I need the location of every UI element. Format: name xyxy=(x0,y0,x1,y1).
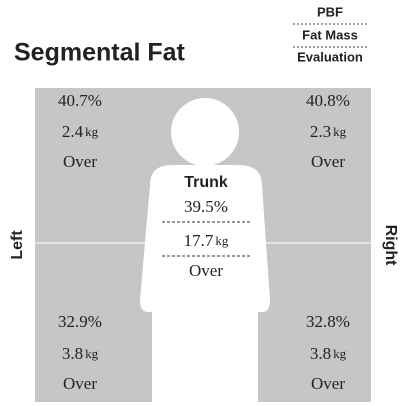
body-silhouette xyxy=(140,98,270,402)
segment-name: Trunk xyxy=(184,174,228,191)
evaluation: Over xyxy=(311,152,345,171)
fat-mass-number: 2.4 xyxy=(62,122,84,141)
evaluation: Over xyxy=(311,374,345,393)
fat-mass-unit: kg xyxy=(215,233,229,248)
side-label: Left xyxy=(9,230,26,260)
title: Segmental Fat xyxy=(14,39,186,67)
fat-mass-value: 3.8 kg xyxy=(62,344,99,363)
evaluation: Over xyxy=(189,261,223,280)
fat-mass-value: 3.8 kg xyxy=(310,344,347,363)
side-label: Right xyxy=(382,225,399,267)
fat-mass-number: 2.3 xyxy=(310,122,331,141)
legend-item: PBF xyxy=(317,4,343,19)
fat-mass-number: 17.7 xyxy=(184,231,214,250)
fat-mass-value: 2.4 kg xyxy=(62,122,99,141)
fat-mass-unit: kg xyxy=(333,124,347,139)
legend-item: Fat Mass xyxy=(302,27,358,42)
pbf-value: 40.8% xyxy=(306,91,350,110)
pbf-value: 32.9% xyxy=(58,312,102,331)
pbf-value: 32.8% xyxy=(306,312,350,331)
legend: PBF Fat Mass Evaluation xyxy=(297,4,363,64)
legend-item: Evaluation xyxy=(297,49,363,64)
fat-mass-value: 2.3 kg xyxy=(310,122,347,141)
fat-mass-unit: kg xyxy=(333,346,347,361)
evaluation: Over xyxy=(63,152,97,171)
fat-mass-unit: kg xyxy=(85,124,99,139)
evaluation: Over xyxy=(63,374,97,393)
fat-mass-number: 3.8 xyxy=(62,344,83,363)
fat-mass-unit: kg xyxy=(85,346,99,361)
fat-mass-value: 17.7 kg xyxy=(184,231,229,250)
pbf-value: 40.7% xyxy=(58,91,102,110)
fat-mass-number: 3.8 xyxy=(310,344,331,363)
pbf-value: 39.5% xyxy=(184,197,228,216)
